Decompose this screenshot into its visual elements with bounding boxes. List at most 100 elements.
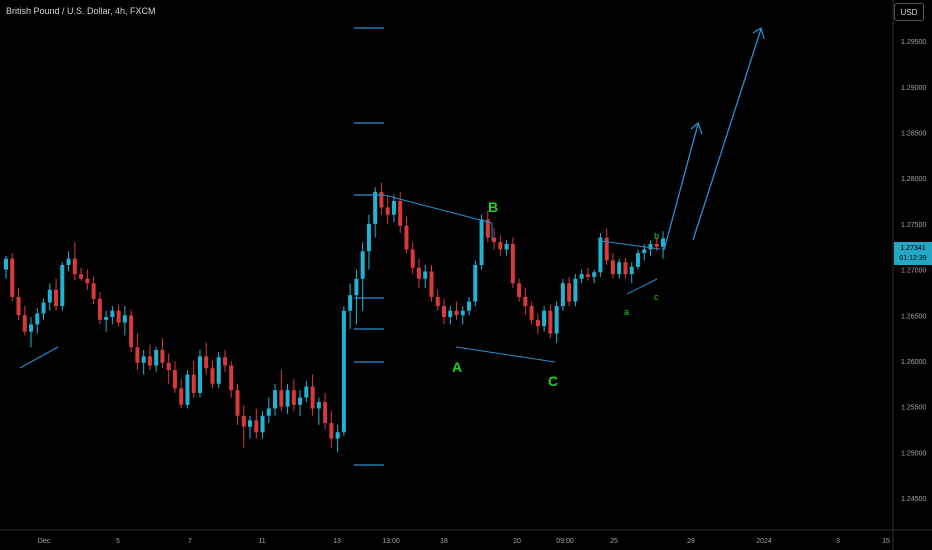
price-tick-label: 1.24500 xyxy=(901,496,926,503)
candle-body xyxy=(72,258,77,275)
candle-body xyxy=(323,402,328,424)
candle-body xyxy=(91,283,96,299)
candle-body xyxy=(291,390,296,405)
candle-body xyxy=(523,296,528,307)
candle-body xyxy=(273,390,278,409)
symbol-title: British Pound / U.S. Dollar, 4h, FXCM xyxy=(6,6,156,16)
candle-body xyxy=(41,302,46,314)
candle-body xyxy=(66,258,71,265)
trend-line-lower xyxy=(455,346,556,363)
candle-body xyxy=(573,278,578,302)
time-axis[interactable]: Dec 5 7 11 13 13:00 18 20 09:00 25 28 2024 3 15 xyxy=(38,538,890,545)
time-tick-label: 20 xyxy=(513,538,521,545)
candle-body xyxy=(661,238,665,247)
price-tick-label: 1.28000 xyxy=(901,176,926,183)
last-price: 1.27341 xyxy=(900,245,926,252)
candle-body xyxy=(604,237,609,261)
candle-body xyxy=(160,349,165,363)
wave-label-B: B xyxy=(488,199,498,215)
candle-body xyxy=(460,310,465,316)
price-tick-label: 1.29000 xyxy=(901,85,926,92)
candle-body xyxy=(510,243,515,284)
candle-body xyxy=(60,265,65,307)
time-tick-label: 25 xyxy=(610,538,618,545)
candle-body xyxy=(598,237,603,273)
candle-body xyxy=(560,283,565,307)
candle-body xyxy=(379,191,384,208)
candle-body xyxy=(542,310,547,327)
pattern-drawings: A B C a b c xyxy=(19,26,765,466)
candle-body xyxy=(254,420,259,433)
candle-body xyxy=(197,356,202,393)
time-tick-label: 28 xyxy=(687,538,695,545)
triangle-upper xyxy=(600,240,661,250)
time-tick-label: 3 xyxy=(836,538,840,545)
candle-body xyxy=(373,191,378,224)
candle-body xyxy=(391,201,396,215)
price-tick-label: 1.27000 xyxy=(901,268,926,275)
time-tick-label: 15 xyxy=(882,538,890,545)
candle-body xyxy=(585,274,590,277)
projection-arrow-2 xyxy=(692,28,762,241)
candle-body xyxy=(617,262,622,275)
time-tick-label: 2024 xyxy=(756,538,772,545)
candle-body xyxy=(316,402,321,409)
candle-body xyxy=(279,390,284,407)
candle-body xyxy=(47,289,52,303)
candle-body xyxy=(97,298,102,320)
candle-body xyxy=(429,271,434,297)
candle-body xyxy=(122,315,127,323)
candle-body xyxy=(260,415,265,433)
candle-body xyxy=(360,251,365,279)
candle-body xyxy=(216,357,221,384)
trend-line xyxy=(19,346,59,369)
candle-body xyxy=(579,274,584,279)
arrowhead-2 xyxy=(752,26,765,40)
price-axis[interactable]: 1.29500 1.29000 1.28500 1.28000 1.27500 1.270… xyxy=(901,39,926,503)
price-tick-label: 1.29500 xyxy=(901,39,926,46)
wave-label-C: C xyxy=(548,373,558,389)
candle-body xyxy=(22,315,27,332)
candle-body xyxy=(304,386,309,398)
candle-body xyxy=(191,374,196,393)
time-tick-label: 18 xyxy=(440,538,448,545)
candle-body xyxy=(623,262,628,275)
candle-body xyxy=(648,243,653,250)
price-tick-label: 1.27500 xyxy=(901,222,926,229)
candle-body xyxy=(448,310,453,318)
last-price-tag: 1.27341 01:12:39 xyxy=(894,242,932,265)
price-tick-label: 1.26500 xyxy=(901,313,926,320)
candle-body xyxy=(241,415,246,427)
candle-body xyxy=(442,306,446,318)
bar-countdown: 01:12:39 xyxy=(899,255,927,262)
candle-body xyxy=(285,390,290,407)
candle-body xyxy=(535,319,540,327)
wave-label-c: c xyxy=(654,292,659,302)
candle-body xyxy=(416,267,421,279)
candle-body xyxy=(479,219,484,265)
candle-body xyxy=(85,278,90,284)
candle-body xyxy=(348,295,353,311)
candle-body xyxy=(610,260,615,275)
trend-line-upper xyxy=(383,194,493,224)
candle-body xyxy=(298,397,303,405)
candle-body xyxy=(204,356,209,369)
candle-body xyxy=(172,370,177,389)
candle-body xyxy=(592,272,597,277)
wave-label-A: A xyxy=(452,359,462,375)
price-tick-label: 1.26000 xyxy=(901,359,926,366)
currency-button[interactable]: USD xyxy=(894,3,924,21)
candle-body xyxy=(410,249,415,268)
candle-body xyxy=(310,386,315,409)
candle-body xyxy=(135,347,140,363)
candle-body xyxy=(567,283,572,302)
candle-body xyxy=(210,368,215,384)
candle-body xyxy=(54,289,59,307)
candle-body xyxy=(179,388,184,405)
candle-body xyxy=(329,423,334,439)
triangle-lower xyxy=(626,278,658,295)
wave-label-b: b xyxy=(654,231,659,241)
candle-body xyxy=(141,356,146,363)
candle-body xyxy=(35,313,40,325)
